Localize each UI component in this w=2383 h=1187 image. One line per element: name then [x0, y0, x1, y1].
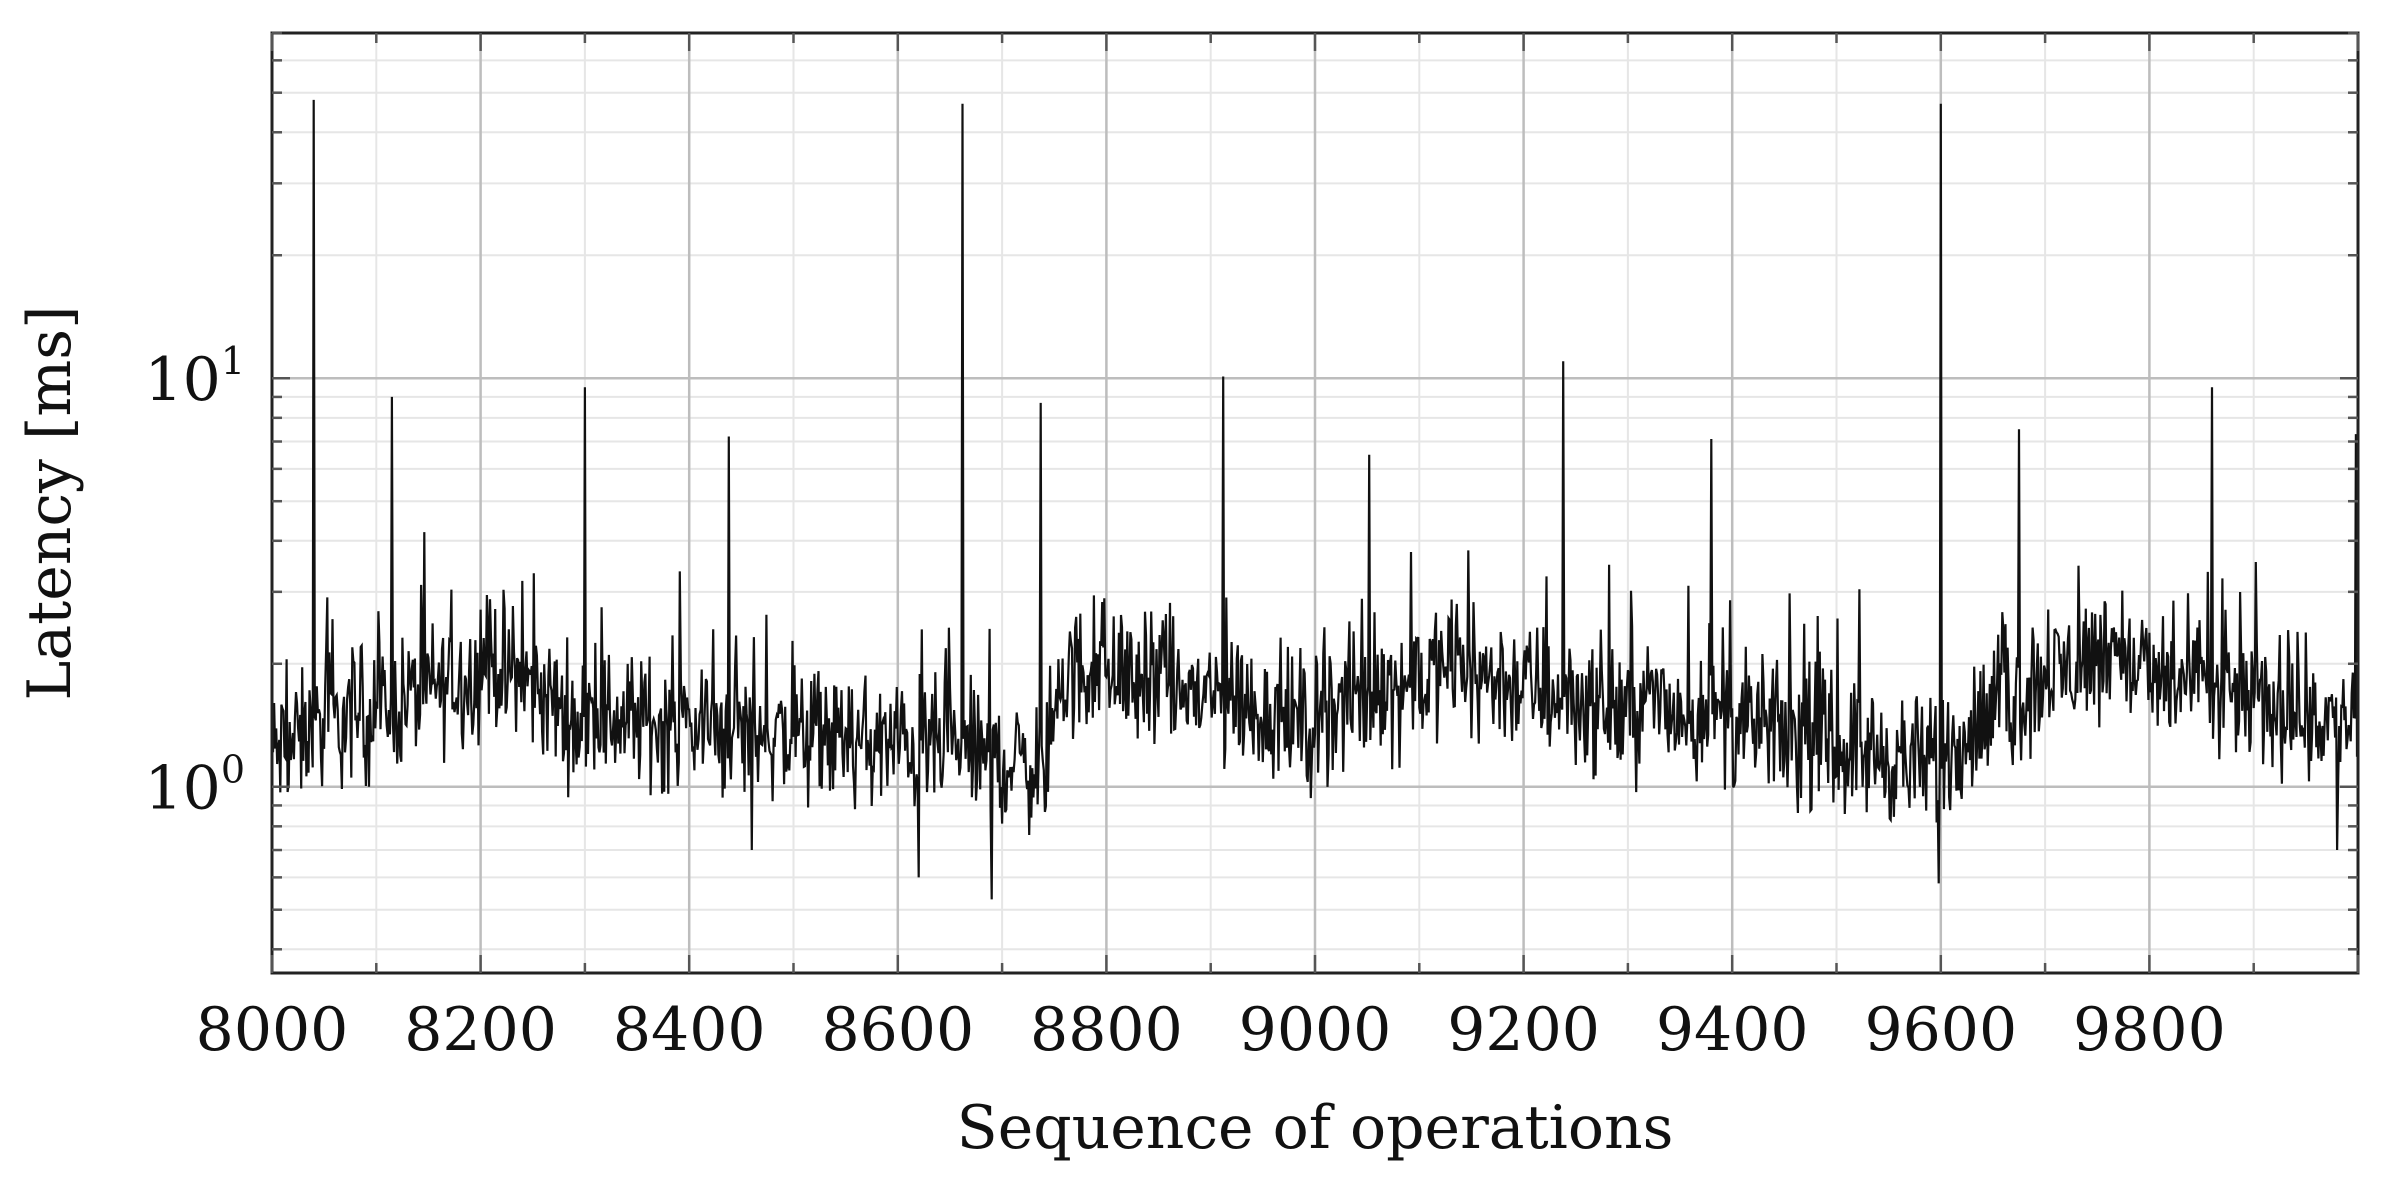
- series-group: [270, 99, 2359, 900]
- x-axis-title: Sequence of operations: [957, 1093, 1674, 1163]
- x-tick-label: 9000: [1239, 995, 1392, 1065]
- y-tick-label: 101: [144, 339, 245, 415]
- x-tick-label: 9400: [1656, 995, 1809, 1065]
- y-tick-labels: 100 101: [144, 339, 245, 824]
- x-tick-label: 9800: [2073, 995, 2226, 1065]
- tick-marks: [270, 31, 2360, 973]
- x-tick-label: 9600: [1864, 995, 2017, 1065]
- x-tick-label: 8400: [613, 995, 766, 1065]
- y-tick-label: 100: [144, 748, 245, 824]
- x-tick-label: 8800: [1030, 995, 1183, 1065]
- x-tick-label: 8000: [196, 995, 349, 1065]
- x-tick-label: 8200: [404, 995, 557, 1065]
- x-tick-label: 9200: [1447, 995, 1600, 1065]
- y-axis-title: Latency [ms]: [15, 306, 85, 701]
- x-tick-label: 8600: [821, 995, 974, 1065]
- x-tick-labels: 8000 8200 8400 8600 8800 9000 9200 9400 9600 9800: [196, 995, 2226, 1065]
- latency-series-line: [270, 99, 2359, 900]
